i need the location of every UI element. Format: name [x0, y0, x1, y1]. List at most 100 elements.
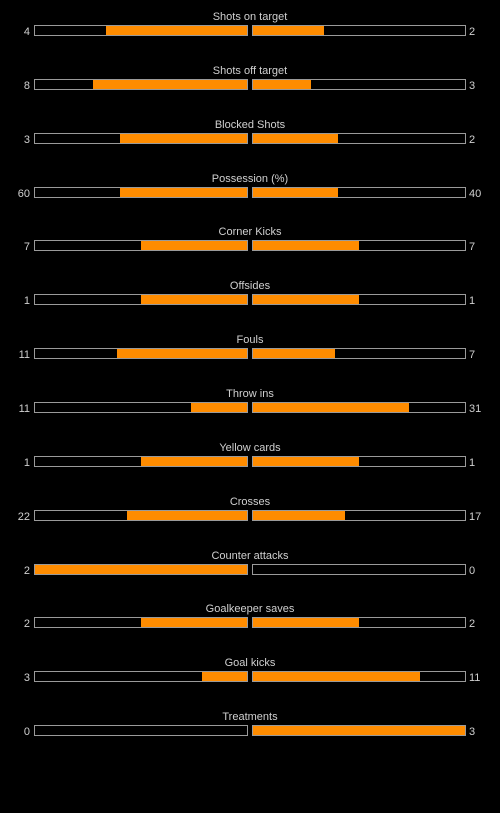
away-value: 2 [469, 618, 476, 630]
home-bar-fill [141, 241, 247, 250]
stat-row: Crosses 22 17 [0, 496, 500, 536]
stat-row: Goalkeeper saves 2 2 [0, 603, 500, 643]
away-value: 1 [469, 457, 476, 469]
home-bar-fill [201, 672, 247, 681]
home-value: 3 [23, 672, 30, 684]
away-value: 7 [469, 349, 476, 361]
away-bar [252, 402, 466, 413]
home-bar [34, 617, 248, 628]
stat-row: Treatments 0 3 [0, 711, 500, 751]
home-bar-fill [92, 80, 247, 89]
away-bar [252, 294, 466, 305]
away-bar-fill [253, 618, 359, 627]
home-value: 11 [18, 403, 30, 415]
away-bar [252, 510, 466, 521]
away-bar [252, 456, 466, 467]
away-bar [252, 348, 466, 359]
away-value: 7 [469, 241, 476, 253]
home-bar-fill [141, 457, 247, 466]
home-bar-fill [141, 618, 247, 627]
away-bar-fill [253, 26, 324, 35]
away-value: 17 [469, 511, 482, 523]
away-value: 11 [469, 672, 481, 684]
stat-row: Possession (%) 60 40 [0, 173, 500, 213]
home-bar [34, 294, 248, 305]
stat-row: Shots off target 8 3 [0, 65, 500, 105]
home-bar [34, 456, 248, 467]
home-value: 2 [23, 565, 30, 577]
stat-label: Possession (%) [211, 173, 289, 185]
away-bar [252, 187, 466, 198]
stat-label: Offsides [229, 280, 271, 292]
away-value: 0 [469, 565, 476, 577]
stat-row: Fouls 11 7 [0, 334, 500, 374]
home-value: 0 [23, 726, 30, 738]
stat-label: Goal kicks [224, 657, 276, 669]
away-bar-fill [253, 241, 359, 250]
away-value: 2 [469, 26, 476, 38]
away-bar-fill [253, 134, 338, 143]
away-bar [252, 240, 466, 251]
away-bar-fill [253, 672, 420, 681]
away-value: 1 [469, 295, 476, 307]
home-bar-fill [141, 295, 247, 304]
home-value: 1 [23, 295, 30, 307]
home-bar-fill [191, 403, 247, 412]
stat-label: Goalkeeper saves [205, 603, 295, 615]
home-bar [34, 79, 248, 90]
home-bar [34, 187, 248, 198]
away-bar [252, 564, 466, 575]
home-bar-fill [105, 26, 247, 35]
home-bar [34, 671, 248, 682]
away-bar [252, 25, 466, 36]
home-value: 3 [23, 134, 30, 146]
away-bar-fill [253, 80, 311, 89]
home-bar [34, 348, 248, 359]
away-bar [252, 133, 466, 144]
away-value: 40 [469, 188, 482, 200]
stat-label: Corner Kicks [218, 226, 282, 238]
stat-row: Counter attacks 2 0 [0, 550, 500, 590]
home-bar-fill [117, 349, 247, 358]
stat-row: Goal kicks 3 11 [0, 657, 500, 697]
home-value: 1 [23, 457, 30, 469]
away-value: 2 [469, 134, 476, 146]
home-bar [34, 510, 248, 521]
home-value: 60 [17, 188, 30, 200]
stat-label: Shots off target [212, 65, 288, 77]
stat-row: Offsides 1 1 [0, 280, 500, 320]
stat-row: Corner Kicks 7 7 [0, 226, 500, 266]
home-bar [34, 402, 248, 413]
away-bar [252, 617, 466, 628]
stat-row: Yellow cards 1 1 [0, 442, 500, 482]
home-value: 8 [23, 80, 30, 92]
home-bar-fill [119, 188, 247, 197]
stat-label: Blocked Shots [214, 119, 286, 131]
home-bar [34, 133, 248, 144]
home-bar-fill [127, 511, 247, 520]
home-bar-fill [35, 565, 247, 574]
stat-row: Shots on target 4 2 [0, 11, 500, 51]
away-bar-fill [253, 349, 336, 358]
away-value: 3 [469, 726, 476, 738]
away-bar-fill [253, 403, 410, 412]
home-value: 11 [18, 349, 30, 361]
away-bar-fill [253, 457, 359, 466]
home-value: 22 [17, 511, 30, 523]
away-bar-fill [253, 188, 338, 197]
stat-label: Counter attacks [211, 550, 289, 562]
away-bar-fill [253, 511, 346, 520]
home-bar [34, 725, 248, 736]
home-value: 7 [23, 241, 30, 253]
home-bar [34, 240, 248, 251]
stat-row: Throw ins 11 31 [0, 388, 500, 428]
stat-label: Yellow cards [219, 442, 281, 454]
home-bar [34, 564, 248, 575]
stat-label: Fouls [236, 334, 264, 346]
stat-label: Shots on target [212, 11, 288, 23]
away-bar [252, 671, 466, 682]
home-bar-fill [119, 134, 247, 143]
away-bar-fill [253, 726, 465, 735]
home-value: 2 [23, 618, 30, 630]
